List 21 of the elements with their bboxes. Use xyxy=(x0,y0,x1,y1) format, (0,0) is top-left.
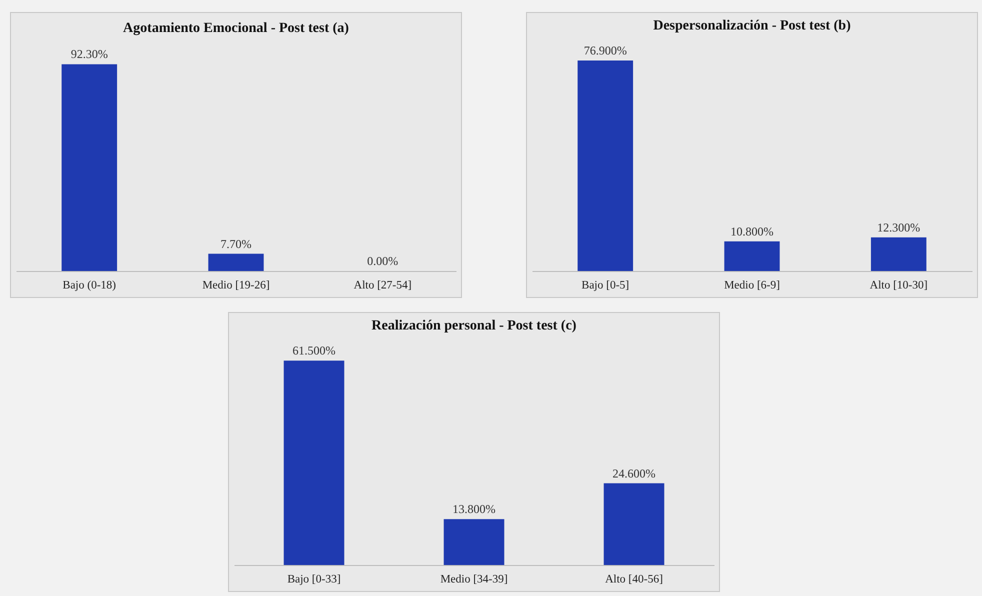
data-label: 76.900% xyxy=(584,43,627,58)
x-tick-label: Bajo [0-5] xyxy=(582,280,630,292)
x-tick-label: Medio [34-39] xyxy=(440,574,508,586)
chart-title: Agotamiento Emocional - Post test (a) xyxy=(123,21,350,36)
data-label: 92.30% xyxy=(70,47,108,62)
data-label: 24.600% xyxy=(612,466,656,480)
x-tick-label: Bajo (0-18) xyxy=(62,280,116,292)
data-label: 13.800% xyxy=(452,502,496,516)
chart-title: Despersonalización - Post test (b) xyxy=(653,18,852,34)
data-label: 61.500% xyxy=(292,344,336,358)
x-tick-label: Alto [40-56] xyxy=(605,574,663,586)
data-label: 7.70% xyxy=(220,236,252,251)
x-tick-label: Medio [19-26] xyxy=(202,280,270,292)
data-label: 0.00% xyxy=(367,254,398,268)
data-label: 12.300% xyxy=(877,220,920,234)
chart-title: Realización personal - Post test (c) xyxy=(372,318,577,334)
x-tick-label: Alto [27-54] xyxy=(354,280,412,292)
x-tick-label: Bajo [0-33] xyxy=(287,574,341,586)
x-tick-label: Medio [6-9] xyxy=(724,280,780,292)
x-tick-label: Alto [10-30] xyxy=(870,280,928,292)
data-label: 10.800% xyxy=(730,224,774,238)
